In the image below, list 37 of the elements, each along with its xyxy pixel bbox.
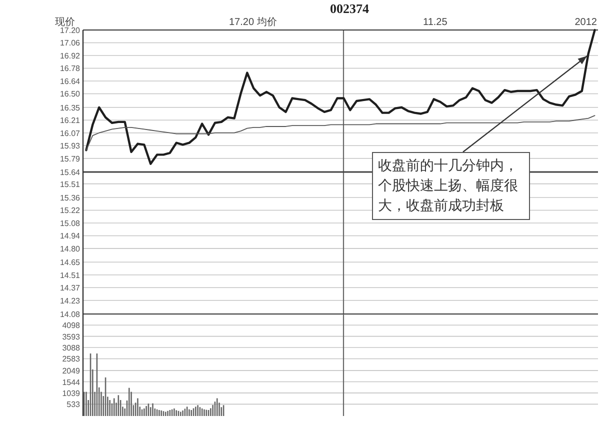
y-tick-label: 14.65 [60, 258, 81, 268]
y-tick-label: 16.78 [60, 64, 81, 74]
y-tick-label: 15.64 [60, 168, 81, 177]
annotation: 收盘前的十几分钟内，个股快速上扬、幅度很大，收盘前成功封板 [372, 152, 530, 220]
y-tick-label: 4098 [62, 321, 81, 330]
y-tick-label: 16.35 [60, 103, 81, 112]
y-tick-label: 16.50 [60, 90, 81, 99]
y-tick-label: 16.21 [60, 116, 81, 126]
y-tick-label: 15.51 [60, 180, 81, 189]
y-tick-label: 15.79 [60, 154, 81, 164]
y-tick-label: 16.07 [60, 128, 81, 138]
y-tick-label: 17.20 [60, 26, 81, 35]
y-tick-label: 14.80 [60, 244, 81, 254]
y-tick-label: 1039 [62, 388, 81, 398]
y-tick-label: 2583 [62, 354, 81, 364]
text: 现价 [55, 16, 75, 28]
y-tick-label: 14.08 [60, 310, 81, 319]
y-tick-label: 17.06 [60, 38, 81, 48]
y-tick-label: 15.93 [60, 142, 81, 151]
y-tick-label: 16.64 [60, 76, 81, 86]
y-tick-label: 1544 [62, 378, 81, 387]
y-tick-label: 14.37 [60, 284, 81, 293]
y-tick-label: 15.36 [60, 193, 81, 202]
y-tick-label: 533 [66, 400, 81, 410]
y-tick-label: 15.08 [60, 218, 81, 228]
text: 17.20 均价 [229, 16, 277, 28]
text: 2012 [574, 17, 598, 28]
y-tick-label: 3593 [62, 332, 81, 342]
y-tick-label: 14.94 [60, 232, 81, 241]
y-tick-label: 14.51 [60, 270, 81, 280]
text: 11.25 [423, 17, 448, 28]
y-tick-label: 14.23 [60, 296, 81, 306]
y-tick-label: 16.92 [60, 51, 81, 60]
y-tick-label: 2049 [62, 366, 81, 376]
chart-title: 002374 [330, 1, 370, 16]
y-tick-label: 3088 [62, 344, 81, 353]
y-tick-label: 15.22 [60, 206, 81, 216]
